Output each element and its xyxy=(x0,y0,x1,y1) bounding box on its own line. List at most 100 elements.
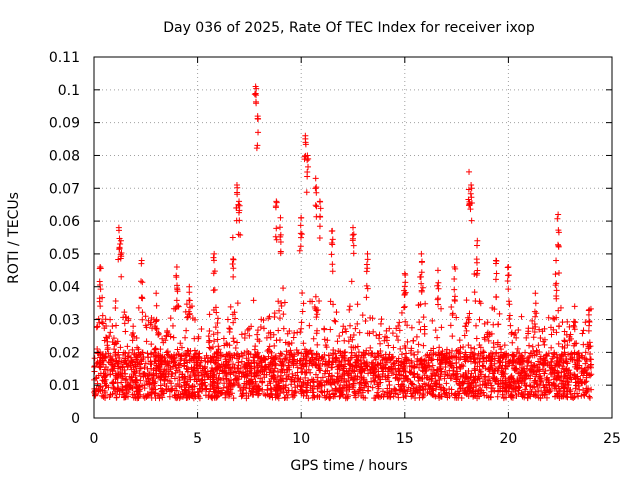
data-point xyxy=(543,352,550,359)
data-point xyxy=(555,307,562,314)
data-point xyxy=(399,387,406,394)
data-point xyxy=(408,363,415,370)
data-point xyxy=(572,361,579,368)
data-point xyxy=(198,387,205,394)
data-point xyxy=(309,378,316,385)
data-point xyxy=(210,270,217,277)
data-point xyxy=(451,276,458,283)
data-point xyxy=(398,382,405,389)
data-point xyxy=(328,251,335,258)
data-point xyxy=(202,358,209,365)
data-point xyxy=(248,379,255,386)
data-point xyxy=(205,333,212,340)
data-point xyxy=(380,364,387,371)
data-point xyxy=(551,362,558,369)
data-point xyxy=(140,371,147,378)
data-point xyxy=(519,355,526,362)
data-point xyxy=(408,393,415,400)
data-point xyxy=(347,354,354,361)
data-point xyxy=(413,358,420,365)
data-point xyxy=(317,214,324,221)
data-point xyxy=(462,323,469,330)
data-point xyxy=(227,383,234,390)
data-point xyxy=(115,371,122,378)
data-point xyxy=(283,348,290,355)
data-point xyxy=(186,374,193,381)
data-point xyxy=(115,224,122,231)
data-point xyxy=(169,354,176,361)
data-point xyxy=(571,374,578,381)
data-point xyxy=(515,327,522,334)
data-point xyxy=(576,362,583,369)
data-point xyxy=(229,234,236,241)
data-point xyxy=(370,328,377,335)
data-point xyxy=(369,384,376,391)
data-point xyxy=(518,380,525,387)
data-point xyxy=(272,362,279,369)
data-point xyxy=(429,317,436,324)
data-point xyxy=(572,319,579,326)
data-point xyxy=(476,316,483,323)
data-point xyxy=(272,352,279,359)
data-point xyxy=(503,350,510,357)
data-point xyxy=(262,356,269,363)
data-point xyxy=(355,353,362,360)
data-point xyxy=(253,360,260,367)
data-point xyxy=(579,368,586,375)
data-point xyxy=(388,365,395,372)
data-point xyxy=(318,388,325,395)
data-point xyxy=(390,344,397,351)
data-point xyxy=(454,375,461,382)
data-point xyxy=(206,311,213,318)
data-point xyxy=(560,357,567,364)
data-point xyxy=(213,374,220,381)
data-point xyxy=(214,319,221,326)
data-point xyxy=(468,370,475,377)
data-point xyxy=(210,372,217,379)
data-point xyxy=(496,359,503,366)
data-point xyxy=(533,371,540,378)
data-point xyxy=(212,304,219,311)
data-point xyxy=(173,383,180,390)
y-tick-label: 0.09 xyxy=(49,116,80,132)
data-point xyxy=(196,395,203,402)
data-point xyxy=(299,290,306,297)
data-point xyxy=(161,354,168,361)
data-point xyxy=(497,343,504,350)
data-point xyxy=(157,346,164,353)
data-point xyxy=(270,372,277,379)
data-point xyxy=(243,355,250,362)
data-point xyxy=(541,336,548,343)
data-point xyxy=(448,375,455,382)
data-point xyxy=(499,391,506,398)
data-point xyxy=(227,370,234,377)
data-point xyxy=(523,334,530,341)
data-point xyxy=(350,332,357,339)
data-point xyxy=(328,381,335,388)
data-point xyxy=(298,365,305,372)
data-point xyxy=(246,332,253,339)
data-point xyxy=(235,362,242,369)
data-point xyxy=(346,303,353,310)
data-point xyxy=(95,372,102,379)
data-point xyxy=(532,323,539,330)
data-point xyxy=(266,313,273,320)
data-point xyxy=(233,375,240,382)
data-point xyxy=(266,393,273,400)
data-point xyxy=(473,335,480,342)
data-point xyxy=(97,363,104,370)
data-point xyxy=(343,328,350,335)
data-point xyxy=(313,203,320,210)
data-point xyxy=(468,185,475,192)
data-point xyxy=(529,325,536,332)
data-point xyxy=(220,368,227,375)
data-point xyxy=(223,389,230,396)
data-point xyxy=(560,384,567,391)
data-point xyxy=(188,384,195,391)
data-point xyxy=(495,387,502,394)
data-point xyxy=(484,376,491,383)
data-point xyxy=(567,372,574,379)
data-point xyxy=(571,356,578,363)
data-point xyxy=(494,393,501,400)
data-point xyxy=(536,348,543,355)
